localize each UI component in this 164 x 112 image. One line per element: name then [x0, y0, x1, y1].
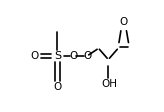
Text: O: O — [30, 51, 39, 61]
Text: OH: OH — [101, 79, 117, 89]
Text: O: O — [120, 17, 128, 27]
Text: O: O — [83, 51, 91, 61]
Text: S: S — [54, 51, 61, 61]
Text: O: O — [70, 51, 78, 61]
Text: O: O — [53, 82, 62, 92]
